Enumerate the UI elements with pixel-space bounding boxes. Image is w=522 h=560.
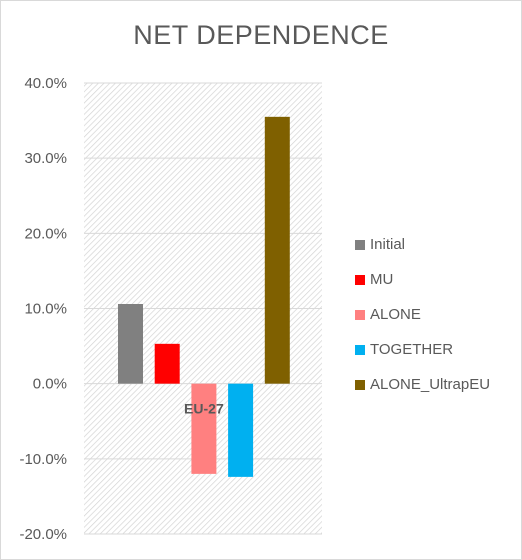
legend-label: TOGETHER [370, 341, 454, 358]
bar-together [228, 383, 254, 477]
legend-label: ALONE_UltrapEU [370, 376, 491, 393]
legend-swatch [355, 239, 365, 250]
y-tick-label: -20.0% [19, 526, 67, 543]
legend-item-initial: Initial [355, 227, 490, 262]
bar-initial [118, 303, 143, 384]
y-tick-label: 40.0% [24, 75, 67, 92]
legend-swatch [355, 309, 365, 320]
y-tick-label: -10.0% [19, 451, 67, 468]
legend: Initial MU ALONE TOGETHER ALONE_UltrapEU [355, 227, 490, 402]
legend-swatch [355, 344, 365, 355]
bar-mu [154, 343, 180, 384]
legend-item-together: TOGETHER [355, 332, 490, 367]
legend-label: Initial [370, 236, 406, 253]
category-label: EU-27 [184, 401, 224, 417]
legend-item-alone: ALONE [355, 297, 490, 332]
legend-item-alone-ultrapeu: ALONE_UltrapEU [355, 367, 490, 402]
chart-title: NET DEPENDENCE [133, 20, 389, 50]
legend-swatch [355, 274, 365, 285]
y-tick-label: 30.0% [24, 150, 67, 167]
y-axis-ticks: -20.0% -10.0% 0.0% 10.0% 20.0% 30.0% 40.0% [19, 75, 67, 543]
bars [118, 116, 290, 477]
bar-alone [191, 383, 217, 474]
legend-label: ALONE [370, 306, 421, 323]
legend-label: MU [370, 271, 394, 288]
y-tick-label: 10.0% [24, 301, 67, 318]
bar-alone-ultrapeu [264, 116, 290, 384]
y-tick-label: 20.0% [24, 225, 67, 242]
legend-swatch [355, 379, 365, 390]
legend-item-mu: MU [355, 262, 490, 297]
y-tick-label: 0.0% [33, 376, 67, 393]
